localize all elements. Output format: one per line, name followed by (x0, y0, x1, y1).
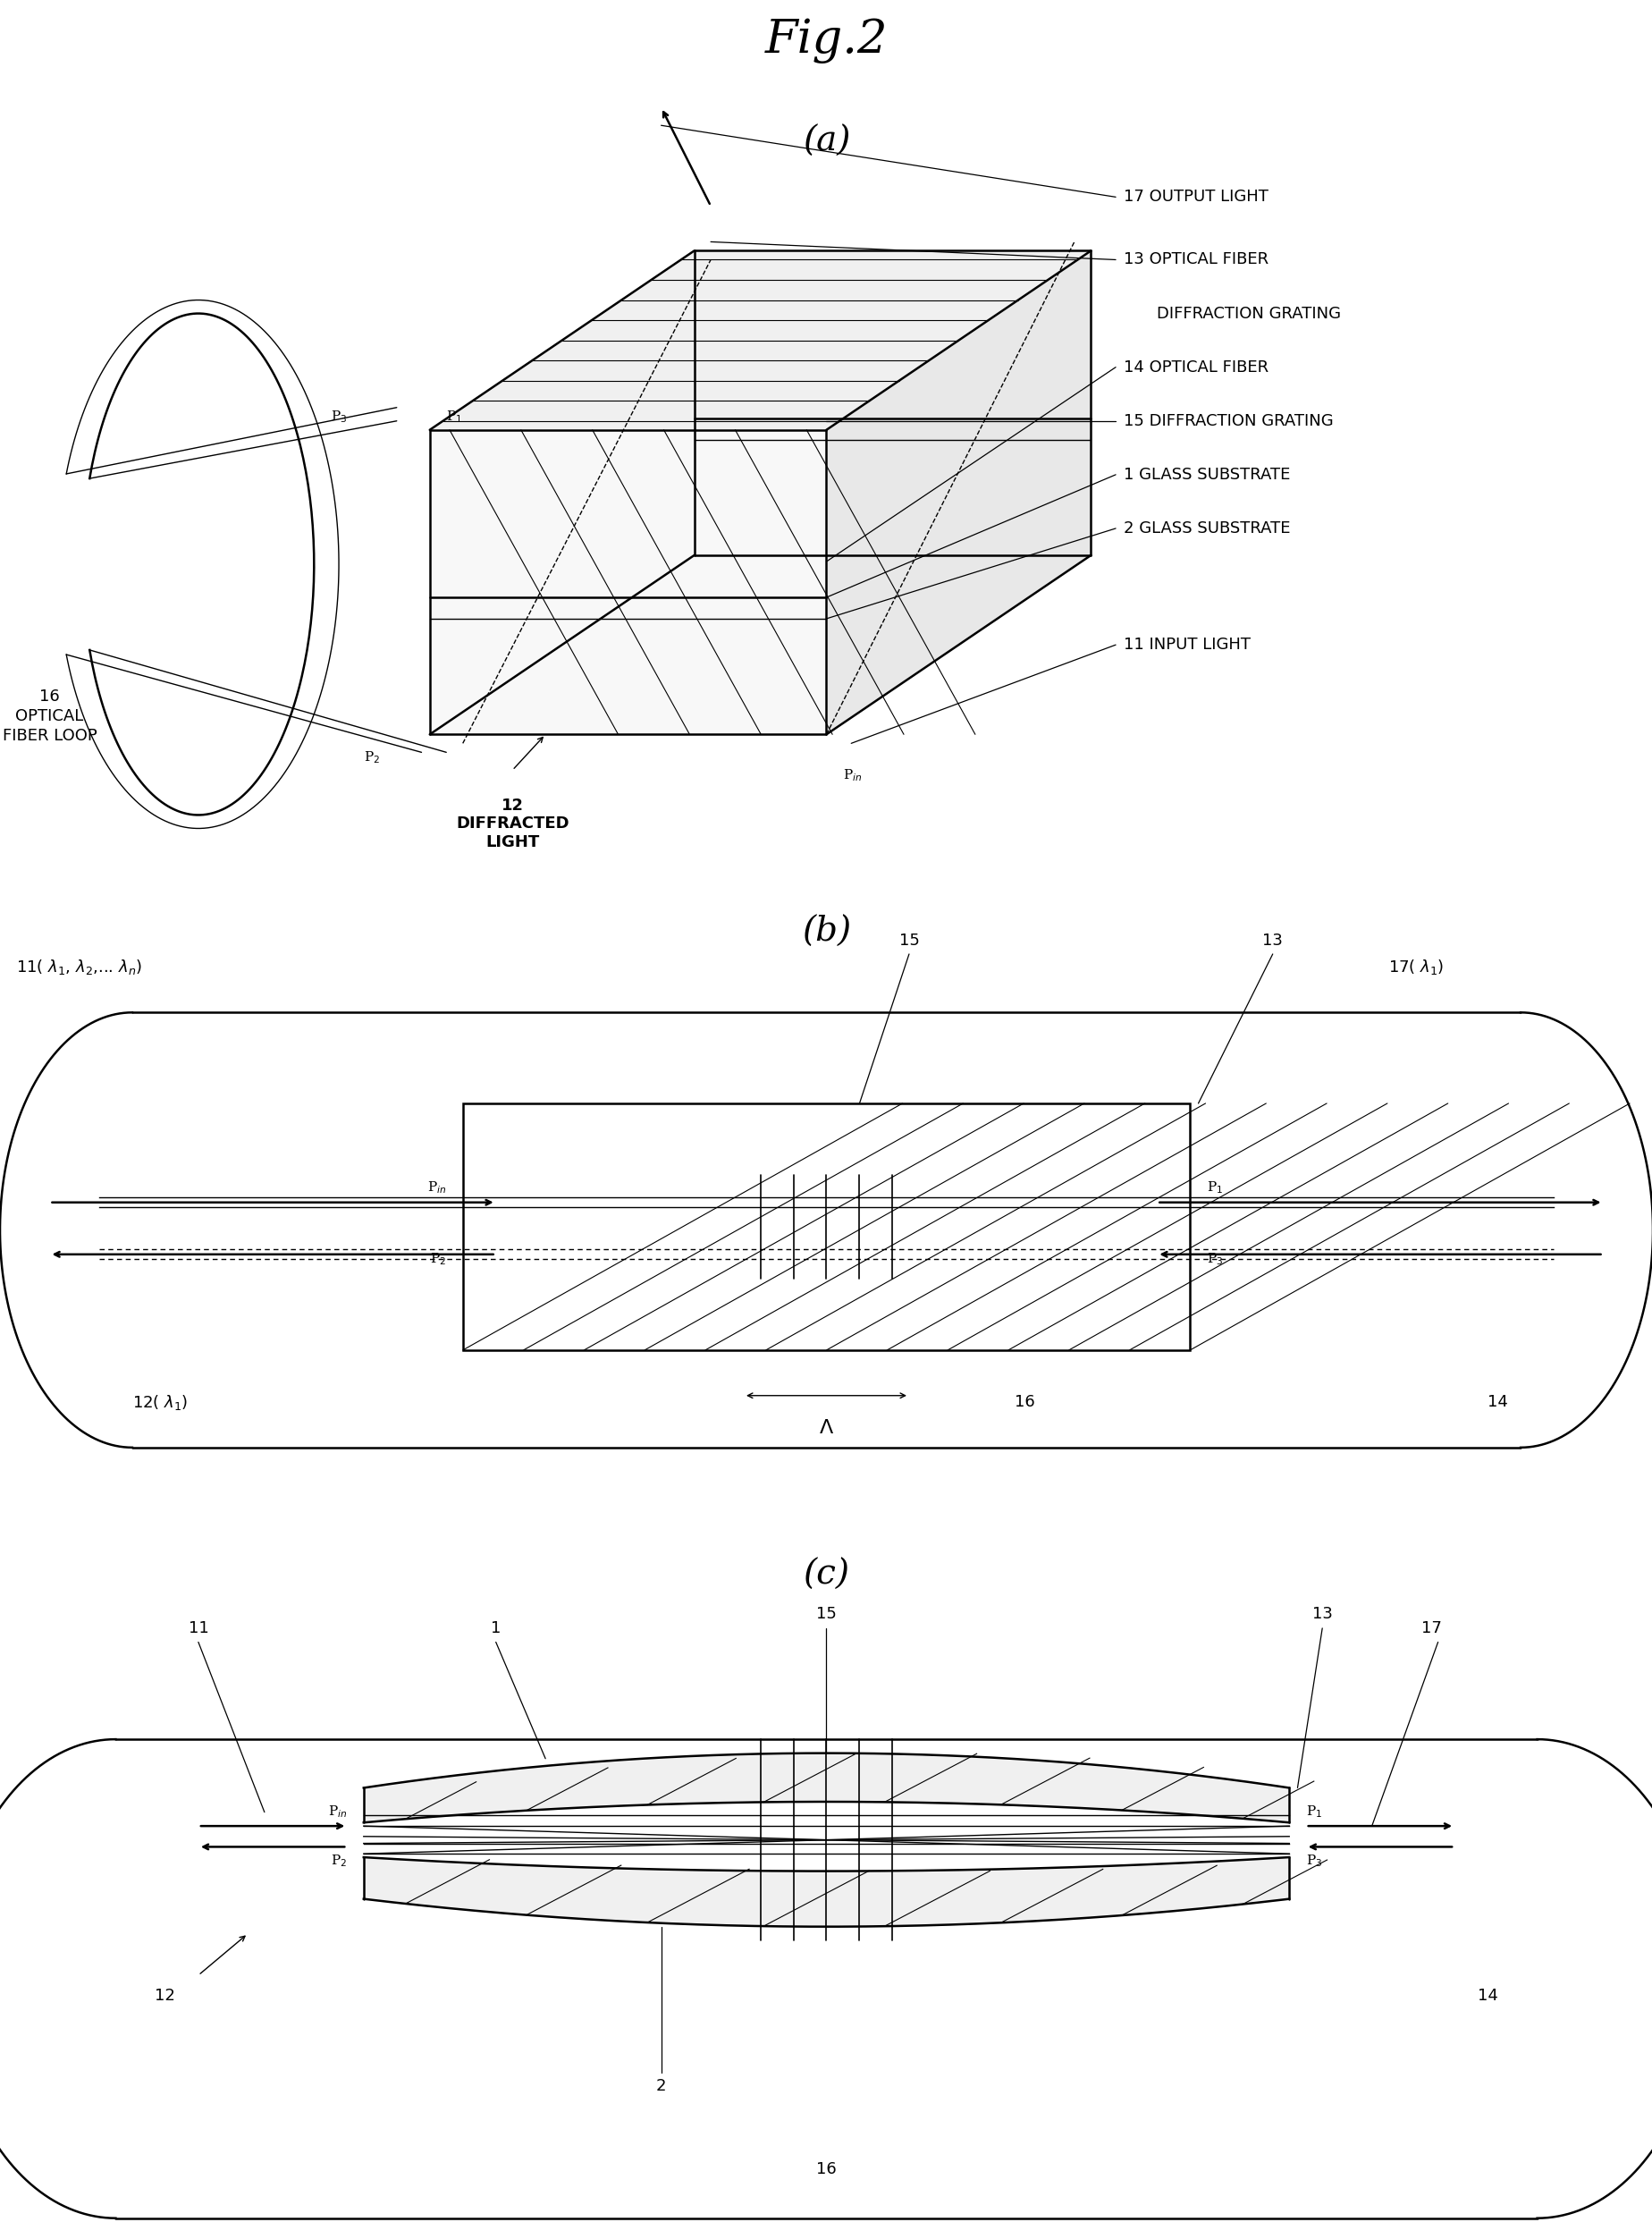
Text: 17( $\lambda$$_1$): 17( $\lambda$$_1$) (1388, 958, 1444, 976)
Text: 17: 17 (1421, 1621, 1441, 1637)
Text: 14: 14 (1477, 1988, 1497, 2004)
Text: 16: 16 (1014, 1395, 1034, 1411)
Text: P$_3$: P$_3$ (330, 410, 347, 425)
Text: $\Lambda$: $\Lambda$ (818, 1420, 834, 1437)
Text: 15 DIFFRACTION GRATING: 15 DIFFRACTION GRATING (1123, 412, 1333, 430)
Text: P$_1$: P$_1$ (446, 410, 463, 425)
Text: 13 OPTICAL FIBER: 13 OPTICAL FIBER (1123, 251, 1269, 269)
Polygon shape (826, 251, 1090, 734)
Text: P$_{in}$: P$_{in}$ (426, 1180, 446, 1196)
Bar (463, 1104, 1189, 1350)
Text: 12( $\lambda$$_1$): 12( $\lambda$$_1$) (132, 1393, 188, 1411)
Text: 13: 13 (1312, 1605, 1332, 1623)
Text: Fig.2: Fig.2 (765, 18, 887, 63)
Text: 12
DIFFRACTED
LIGHT: 12 DIFFRACTED LIGHT (456, 797, 568, 851)
Text: 12: 12 (155, 1988, 175, 2004)
Text: (c): (c) (803, 1558, 849, 1592)
Text: P$_3$: P$_3$ (1305, 1854, 1322, 1870)
Text: (b): (b) (801, 916, 851, 947)
Text: P$_3$: P$_3$ (1206, 1252, 1222, 1267)
Text: 14 OPTICAL FIBER: 14 OPTICAL FIBER (1123, 358, 1269, 376)
Text: 16: 16 (816, 2161, 836, 2179)
Text: P$_{in}$: P$_{in}$ (327, 1805, 347, 1820)
Text: 17 OUTPUT LIGHT: 17 OUTPUT LIGHT (1123, 188, 1269, 206)
Polygon shape (430, 251, 1090, 430)
Text: 2: 2 (656, 2078, 666, 2093)
Text: 13: 13 (1262, 934, 1282, 949)
Text: P$_2$: P$_2$ (430, 1252, 446, 1267)
Text: 11( $\lambda$$_1$, $\lambda$$_2$,... $\lambda$$_n$): 11( $\lambda$$_1$, $\lambda$$_2$,... $\l… (17, 958, 142, 976)
Text: P$_2$: P$_2$ (363, 750, 380, 766)
Text: 15: 15 (899, 934, 919, 949)
Text: 16
OPTICAL
FIBER LOOP: 16 OPTICAL FIBER LOOP (2, 690, 97, 743)
Text: 1 GLASS SUBSTRATE: 1 GLASS SUBSTRATE (1123, 466, 1290, 484)
Text: 15: 15 (816, 1605, 836, 1623)
Polygon shape (430, 430, 826, 734)
Text: 11: 11 (188, 1621, 208, 1637)
Text: 1: 1 (491, 1621, 501, 1637)
Text: DIFFRACTION GRATING: DIFFRACTION GRATING (1156, 305, 1340, 322)
Text: 2 GLASS SUBSTRATE: 2 GLASS SUBSTRATE (1123, 519, 1290, 537)
Text: (a): (a) (803, 125, 849, 159)
Text: P$_{in}$: P$_{in}$ (843, 768, 862, 784)
Text: P$_1$: P$_1$ (1305, 1805, 1322, 1820)
Text: 14: 14 (1487, 1395, 1507, 1411)
Text: P$_1$: P$_1$ (1206, 1180, 1222, 1196)
Text: P$_2$: P$_2$ (330, 1854, 347, 1870)
Text: 11 INPUT LIGHT: 11 INPUT LIGHT (1123, 636, 1251, 654)
